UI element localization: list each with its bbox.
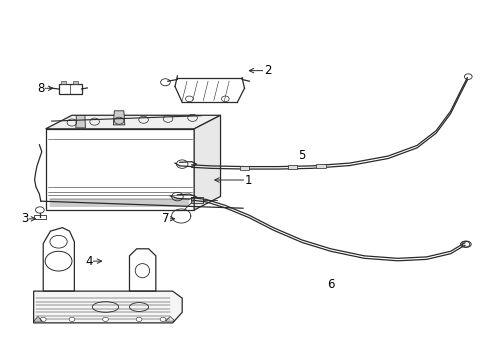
Circle shape [160,317,165,321]
Bar [59,84,81,94]
Bar [287,165,297,169]
Polygon shape [34,291,182,323]
Circle shape [69,317,75,321]
Text: 5: 5 [298,149,305,162]
Text: 1: 1 [244,174,252,186]
Bar [239,166,249,170]
Bar [61,81,65,84]
Bar [190,197,203,203]
Bar [34,215,45,219]
Text: 4: 4 [85,255,92,267]
Text: 6: 6 [326,278,334,291]
Polygon shape [45,115,220,129]
Polygon shape [113,111,124,125]
Circle shape [41,317,46,321]
Circle shape [136,317,142,321]
Text: 3: 3 [21,212,29,225]
Polygon shape [76,116,85,128]
Circle shape [102,317,108,321]
Bar [73,81,78,84]
Polygon shape [194,115,220,210]
Text: 8: 8 [37,82,44,95]
Text: 7: 7 [162,212,169,225]
Text: 2: 2 [263,64,271,77]
Bar [316,164,325,168]
